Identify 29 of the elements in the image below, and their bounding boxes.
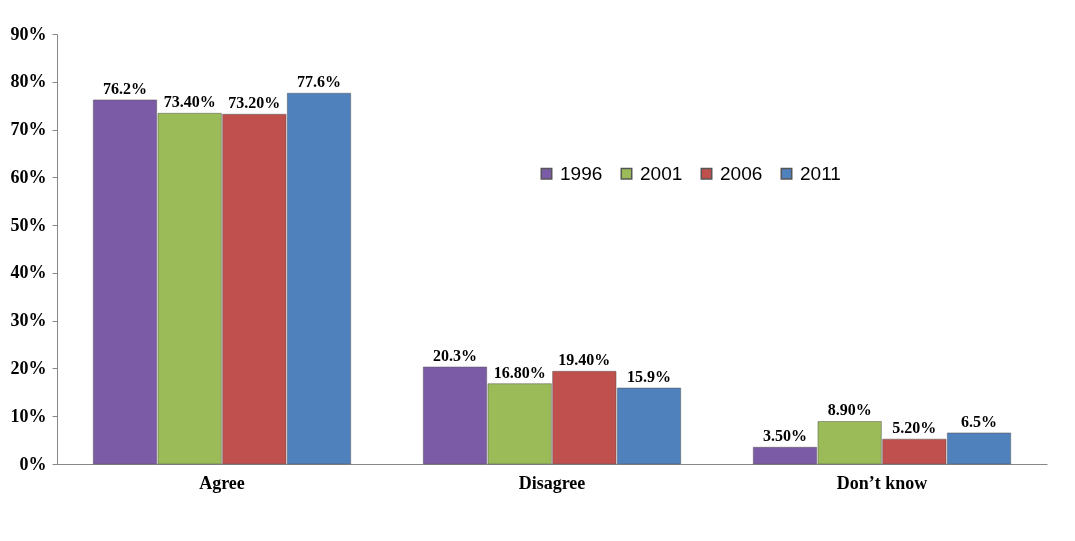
data-label: 73.20% [228,94,281,112]
data-label: 5.20% [892,419,937,437]
legend-label: 1996 [560,162,603,184]
data-label: 19.40% [558,351,611,369]
data-label: 20.3% [432,347,477,365]
data-label: 3.50% [762,427,807,445]
y-tick-label: 90% [10,23,47,44]
y-tick-label: 60% [10,166,47,187]
legend-label: 2011 [800,162,841,184]
y-tick-label: 70% [10,119,47,140]
y-tick-label: 0% [19,453,47,474]
y-tick-label: 10% [10,405,47,426]
y-tick-label: 30% [10,310,47,331]
data-label: 76.2% [102,79,147,97]
y-tick-label: 50% [10,214,47,235]
y-tick-label: 80% [10,71,47,92]
x-tick-label: Agree [199,472,245,493]
legend-label: 2006 [720,162,763,184]
x-tick-label: Disagree [518,472,586,493]
data-label: 8.90% [827,401,872,419]
y-tick-label: 20% [10,357,47,378]
data-label: 16.80% [493,363,546,381]
data-label: 73.40% [163,93,216,111]
data-label: 15.9% [627,368,672,386]
x-tick-label: Don’t know [836,472,928,493]
y-tick-label: 40% [10,262,47,283]
legend-label: 2001 [640,162,683,184]
data-label: 6.5% [961,412,998,430]
data-label: 77.6% [297,73,342,91]
